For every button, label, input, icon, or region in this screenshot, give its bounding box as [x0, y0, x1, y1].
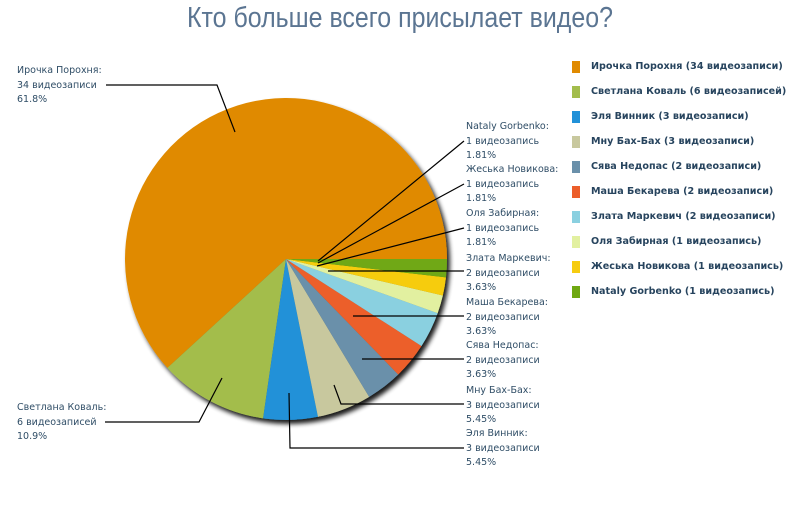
label-name: Мну Бах-Бах:	[466, 385, 532, 396]
label-name: Ирочка Порохня:	[17, 65, 102, 76]
label-count: 3 видеозаписи	[466, 442, 540, 454]
legend-label: Сява Недопас (2 видеозаписи)	[591, 161, 762, 172]
label-count: 2 видеозаписи	[466, 267, 540, 279]
label-percent: 10.9%	[17, 431, 48, 442]
data-label-olya: Оля Забирная: 1 видеозапись 1.81%	[466, 207, 539, 251]
label-count: 34 видеозаписи	[17, 79, 97, 91]
legend-label: Злата Маркевич (2 видеозаписи)	[591, 211, 776, 222]
data-label-mnu: Мну Бах-Бах: 3 видеозаписи 5.45%	[466, 384, 540, 428]
pie-slice[interactable]	[263, 259, 318, 420]
chart-title: Кто больше всего присылает видео?	[187, 2, 613, 34]
legend-item[interactable]: Жеська Новикова (1 видеозапись)	[572, 254, 786, 279]
legend-item[interactable]: Сява Недопас (2 видеозаписи)	[572, 154, 786, 179]
legend-label: Жеська Новикова (1 видеозапись)	[591, 261, 784, 272]
data-label-zlata: Злата Маркевич: 2 видеозаписи 3.63%	[466, 252, 551, 296]
legend-label: Оля Забирная (1 видеозапись)	[591, 236, 762, 247]
label-count: 1 видеозапись	[466, 178, 540, 190]
label-count: 2 видеозаписи	[466, 354, 540, 366]
label-percent: 1.81%	[466, 150, 497, 161]
pie-slice[interactable]	[286, 259, 443, 314]
label-name: Сява Недопас:	[466, 340, 539, 351]
label-name: Оля Забирная:	[466, 208, 540, 219]
legend-label: Маша Бекарева (2 видеозаписи)	[591, 186, 774, 197]
label-percent: 1.81%	[466, 237, 497, 248]
legend-swatch	[572, 235, 580, 248]
legend-swatch	[572, 185, 580, 198]
leader-line-elya	[288, 392, 464, 449]
legend-item[interactable]: Маша Бекарева (2 видеозаписи)	[572, 179, 786, 204]
data-label-svetlana: Светлана Коваль: 6 видеозаписей 10.9%	[17, 401, 106, 445]
label-percent: 5.45%	[466, 457, 497, 468]
label-count: 3 видеозаписи	[466, 399, 540, 411]
label-name: Жеська Новикова:	[466, 164, 559, 175]
legend-swatch	[572, 160, 580, 173]
leader-line-svetlana	[105, 377, 223, 423]
legend-swatch	[572, 110, 580, 123]
leader-line-irochka	[106, 84, 236, 133]
legend-swatch	[572, 135, 580, 148]
legend-item[interactable]: Nataly Gorbenko (1 видеозапись)	[572, 279, 786, 304]
legend-label: Nataly Gorbenko (1 видеозапись)	[591, 286, 775, 297]
label-name: Светлана Коваль:	[17, 402, 107, 413]
label-name: Nataly Gorbenko:	[466, 121, 549, 132]
legend-item[interactable]: Оля Забирная (1 видеозапись)	[572, 229, 786, 254]
label-count: 2 видеозаписи	[466, 311, 540, 323]
label-name: Эля Винник:	[466, 428, 528, 439]
legend-swatch	[572, 260, 580, 273]
legend-swatch	[572, 85, 580, 98]
leader-lines	[105, 84, 465, 449]
legend-swatch	[572, 210, 580, 223]
label-percent: 3.63%	[466, 326, 497, 337]
chart-legend: Ирочка Порохня (34 видеозаписи) Светлана…	[572, 54, 786, 304]
label-percent: 5.45%	[466, 414, 497, 425]
label-count: 6 видеозаписей	[17, 416, 97, 428]
leader-line-olya	[316, 227, 465, 267]
legend-label: Светлана Коваль (6 видеозаписей)	[591, 86, 787, 97]
legend-item[interactable]: Мну Бах-Бах (3 видеозаписи)	[572, 129, 786, 154]
legend-item[interactable]: Светлана Коваль (6 видеозаписей)	[572, 79, 786, 104]
data-label-syava: Сява Недопас: 2 видеозаписи 3.63%	[466, 339, 540, 383]
label-count: 1 видеозапись	[466, 135, 540, 147]
pie-slice[interactable]	[286, 259, 446, 296]
label-percent: 1.81%	[466, 193, 497, 204]
pie-slice[interactable]	[124, 98, 448, 368]
data-label-zhenka: Жеська Новикова: 1 видеозапись 1.81%	[466, 163, 558, 207]
legend-item[interactable]: Злата Маркевич (2 видеозаписи)	[572, 204, 786, 229]
label-percent: 3.63%	[466, 369, 497, 380]
data-label-nataly: Nataly Gorbenko: 1 видеозапись 1.81%	[466, 120, 549, 164]
label-name: Маша Бекарева:	[466, 297, 548, 308]
data-label-elya: Эля Винник: 3 видеозаписи 5.45%	[466, 427, 540, 471]
pie-slice[interactable]	[286, 259, 438, 347]
data-label-irochka: Ирочка Порохня: 34 видеозаписи 61.8%	[17, 64, 102, 108]
pie-slices	[124, 98, 448, 420]
label-count: 1 видеозапись	[466, 222, 540, 234]
legend-swatch	[572, 285, 580, 298]
data-label-masha: Маша Бекарева: 2 видеозаписи 3.63%	[466, 296, 548, 340]
label-name: Злата Маркевич:	[466, 253, 551, 264]
leader-line-nataly	[317, 140, 465, 262]
legend-item[interactable]: Ирочка Порохня (34 видеозаписи)	[572, 54, 786, 79]
legend-swatch	[572, 60, 580, 73]
leader-line-zhenka	[317, 183, 465, 264]
legend-item[interactable]: Эля Винник (3 видеозаписи)	[572, 104, 786, 129]
label-percent: 61.8%	[17, 94, 48, 105]
pie-slice[interactable]	[286, 259, 399, 397]
leader-line-mnu	[333, 384, 464, 405]
pie-slice[interactable]	[286, 259, 422, 375]
legend-label: Эля Винник (3 видеозаписи)	[591, 111, 749, 122]
legend-label: Мну Бах-Бах (3 видеозаписи)	[591, 136, 755, 147]
legend-label: Ирочка Порохня (34 видеозаписи)	[591, 61, 783, 72]
pie-slice[interactable]	[286, 259, 370, 417]
pie-slice[interactable]	[167, 259, 286, 419]
label-percent: 3.63%	[466, 282, 497, 293]
